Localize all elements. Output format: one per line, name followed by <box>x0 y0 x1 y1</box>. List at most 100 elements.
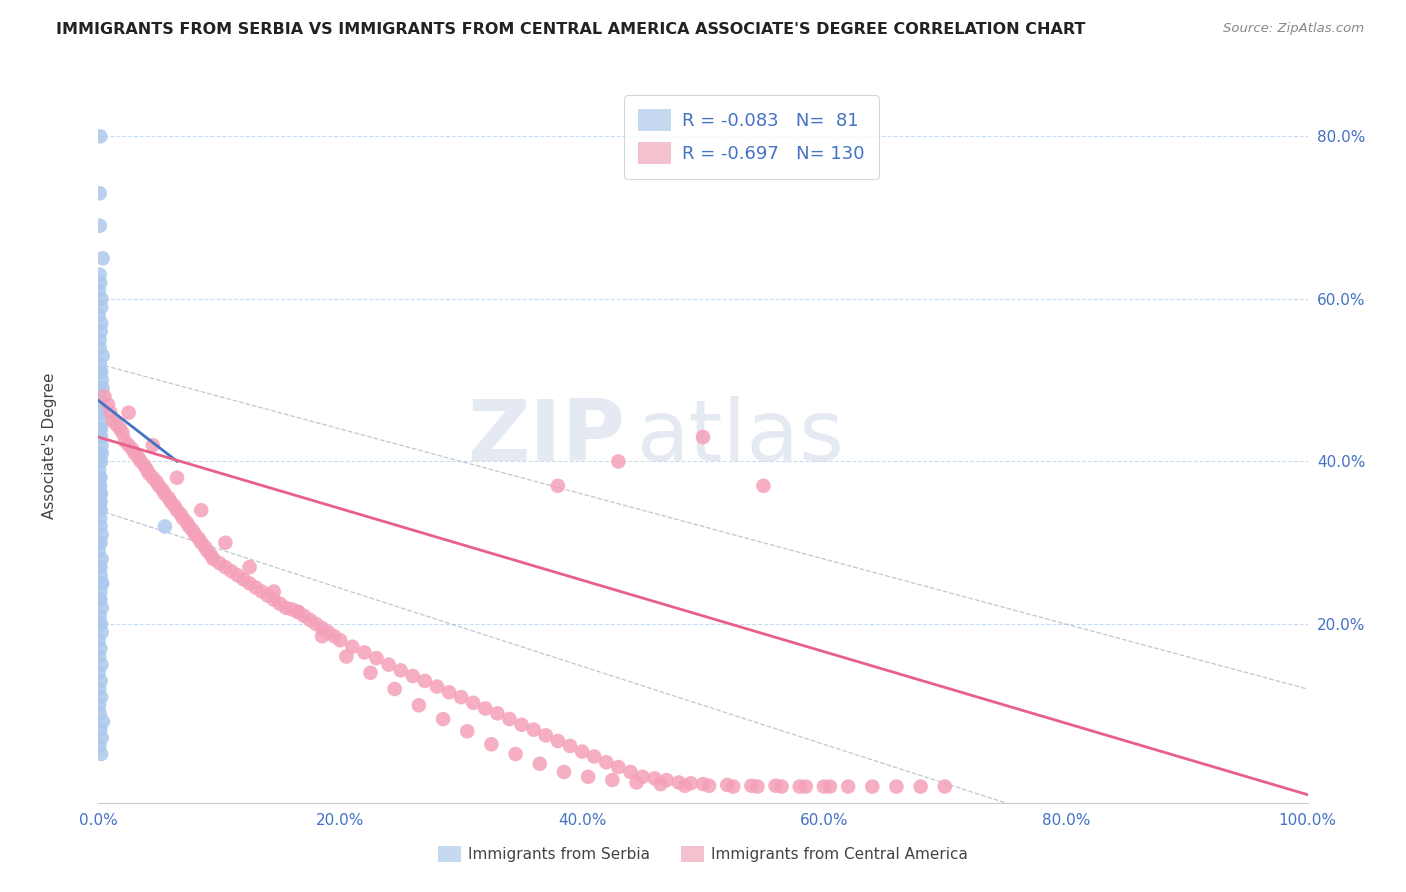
Point <box>752 479 775 493</box>
Point <box>474 701 496 715</box>
Point <box>208 556 231 570</box>
Point <box>163 499 186 513</box>
Point <box>571 745 593 759</box>
Point <box>90 365 112 379</box>
Point <box>631 770 654 784</box>
Point <box>89 739 111 753</box>
Point <box>794 780 817 794</box>
Point <box>692 777 714 791</box>
Point <box>91 714 114 729</box>
Point <box>90 617 112 632</box>
Point <box>89 495 111 509</box>
Point <box>673 779 696 793</box>
Point <box>89 276 111 290</box>
Point <box>89 608 111 623</box>
Point <box>148 479 170 493</box>
Point <box>377 657 399 672</box>
Point <box>89 641 111 656</box>
Point <box>576 770 599 784</box>
Point <box>934 780 956 794</box>
Point <box>87 284 110 298</box>
Point <box>153 519 176 533</box>
Point <box>89 219 111 233</box>
Point <box>498 712 520 726</box>
Point <box>89 398 111 412</box>
Point <box>789 780 811 794</box>
Point <box>747 780 769 794</box>
Point <box>239 560 262 574</box>
Point <box>90 454 112 468</box>
Point <box>305 617 328 632</box>
Point <box>558 739 581 753</box>
Point <box>202 552 225 566</box>
Point <box>716 778 738 792</box>
Point <box>353 645 375 659</box>
Point <box>89 186 111 201</box>
Point <box>245 581 267 595</box>
Point <box>89 723 111 737</box>
Point <box>607 760 630 774</box>
Point <box>607 454 630 468</box>
Point <box>90 430 112 444</box>
Point <box>91 576 114 591</box>
Point <box>142 438 165 452</box>
Legend: Immigrants from Serbia, Immigrants from Central America: Immigrants from Serbia, Immigrants from … <box>432 840 974 868</box>
Point <box>626 775 648 789</box>
Point <box>90 527 112 541</box>
Point <box>723 780 745 794</box>
Point <box>89 406 111 420</box>
Point <box>179 519 201 533</box>
Point <box>311 629 333 643</box>
Point <box>89 333 111 347</box>
Point <box>90 535 112 549</box>
Point <box>287 605 309 619</box>
Point <box>89 503 111 517</box>
Point <box>91 381 114 395</box>
Point <box>169 508 191 522</box>
Point <box>837 780 859 794</box>
Point <box>90 625 112 640</box>
Point <box>89 341 111 355</box>
Point <box>135 462 157 476</box>
Point <box>89 357 111 371</box>
Point <box>100 406 122 420</box>
Point <box>124 446 146 460</box>
Point <box>127 450 149 465</box>
Point <box>194 540 217 554</box>
Point <box>89 381 111 395</box>
Point <box>813 780 835 794</box>
Point <box>176 516 198 530</box>
Text: ZIP: ZIP <box>467 395 624 479</box>
Point <box>432 712 454 726</box>
Point <box>90 552 112 566</box>
Point <box>90 560 112 574</box>
Point <box>87 308 110 322</box>
Point <box>190 503 212 517</box>
Point <box>90 414 112 428</box>
Point <box>118 438 141 452</box>
Point <box>89 365 111 379</box>
Point <box>105 417 128 432</box>
Point <box>90 422 112 436</box>
Point <box>89 430 111 444</box>
Point <box>214 535 236 549</box>
Point <box>89 462 111 476</box>
Point <box>138 467 160 481</box>
Point <box>505 747 527 761</box>
Point <box>408 698 430 713</box>
Point <box>181 524 204 538</box>
Point <box>108 422 131 436</box>
Point <box>655 772 678 787</box>
Point <box>89 479 111 493</box>
Point <box>311 621 333 635</box>
Point <box>384 681 406 696</box>
Point <box>329 633 352 648</box>
Point <box>274 600 297 615</box>
Point <box>644 772 666 786</box>
Point <box>214 560 236 574</box>
Point <box>87 633 110 648</box>
Point <box>90 446 112 460</box>
Point <box>486 706 509 721</box>
Point <box>770 780 793 794</box>
Point <box>157 491 180 505</box>
